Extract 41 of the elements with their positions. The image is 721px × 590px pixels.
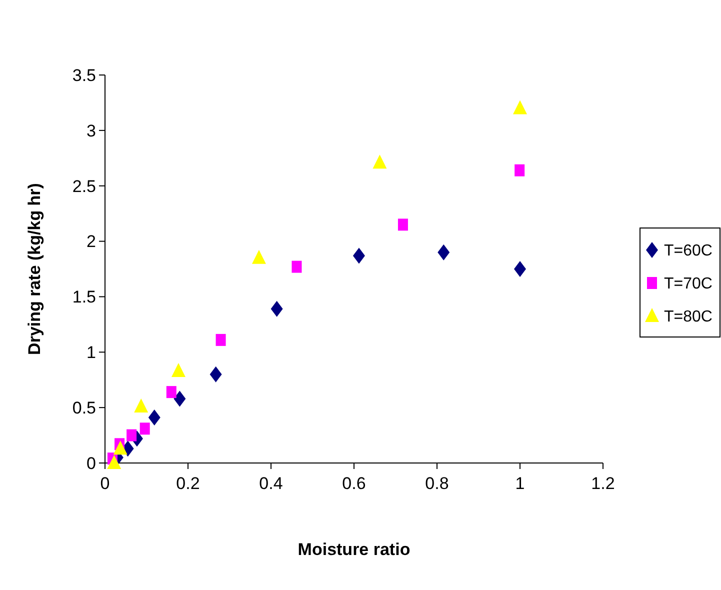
point <box>140 422 150 435</box>
point <box>292 260 302 273</box>
point <box>216 334 226 346</box>
point <box>514 261 526 277</box>
point <box>126 429 137 442</box>
x-tick-label: 0.2 <box>176 474 200 493</box>
x-tick-label: 1.2 <box>591 474 615 493</box>
point <box>113 440 128 455</box>
point <box>174 390 186 407</box>
y-tick-label: 2.5 <box>72 176 96 196</box>
y-tick-label: 3.5 <box>72 66 96 85</box>
point <box>134 398 148 412</box>
point <box>148 410 160 426</box>
point <box>438 244 450 260</box>
point <box>210 366 222 382</box>
legend-label: T=70C <box>664 276 712 293</box>
y-axis-title: Drying rate (kg/kg hr) <box>25 183 44 355</box>
point <box>252 250 266 264</box>
x-tick-label: 0 <box>100 474 110 493</box>
point <box>166 386 176 398</box>
x-tick-label: 0.6 <box>342 474 366 493</box>
x-tick-label: 0.8 <box>425 474 449 493</box>
y-tick-label: 0 <box>86 454 96 473</box>
legend-label: T=60C <box>664 242 712 260</box>
y-tick-label: 1.5 <box>72 288 96 307</box>
x-tick-label: 0.4 <box>259 474 283 493</box>
y-tick-label: 2 <box>86 232 96 252</box>
legend-label: T=80C <box>664 308 712 326</box>
y-tick-label: 3 <box>86 121 96 140</box>
x-tick-label: 1 <box>515 474 525 493</box>
point <box>398 218 408 231</box>
y-tick-label: 0.5 <box>72 398 96 418</box>
point <box>270 300 283 317</box>
point <box>107 455 122 469</box>
x-axis-title: Moisture ratio <box>298 540 410 559</box>
point <box>372 154 387 169</box>
y-tick-label: 1 <box>86 343 96 362</box>
point <box>171 362 186 377</box>
point <box>352 248 365 264</box>
point <box>513 100 527 114</box>
point <box>514 164 525 176</box>
